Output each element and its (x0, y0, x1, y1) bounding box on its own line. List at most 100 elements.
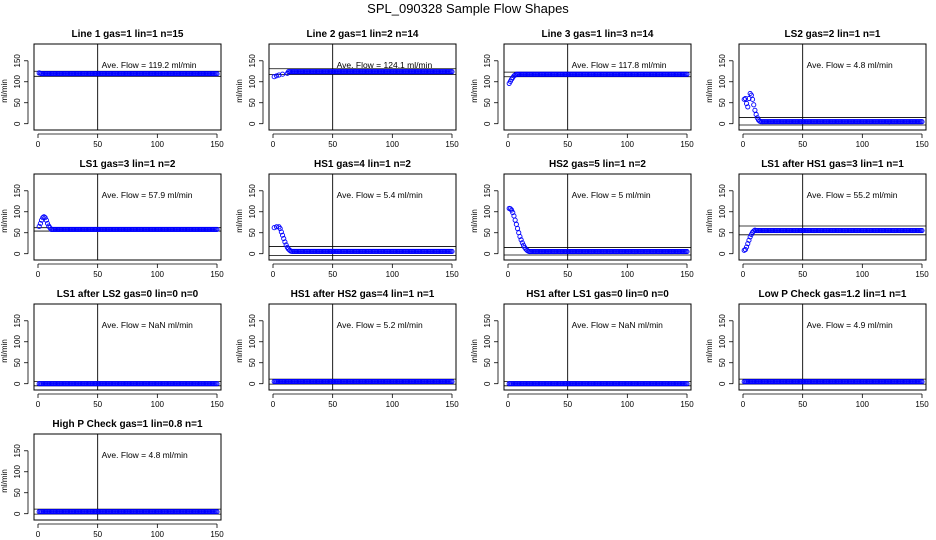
x-tick-label: 150 (210, 270, 224, 279)
y-tick-label: 150 (718, 54, 727, 68)
y-tick-label: 150 (718, 184, 727, 198)
x-tick-label: 150 (210, 530, 224, 539)
y-axis-label: ml/min (235, 79, 244, 103)
x-tick-label: 150 (915, 270, 929, 279)
y-tick-label: 0 (483, 121, 492, 126)
y-axis-label: ml/min (0, 469, 9, 493)
y-tick-label: 50 (13, 228, 22, 237)
y-tick-label: 150 (248, 314, 257, 328)
plot-frame (503, 173, 692, 261)
data-point (919, 379, 925, 385)
y-tick-label: 50 (248, 98, 257, 107)
average-flow-annotation: Ave. Flow = 5.2 ml/min (337, 320, 423, 330)
panel-2: Line 2 gas=1 lin=2 n=14 0 50 100 150 ml/min 0 5… (235, 29, 459, 149)
y-tick-label: 100 (718, 75, 727, 89)
x-tick-label: 0 (741, 270, 746, 279)
plot-frame (33, 43, 222, 131)
data-point (513, 221, 519, 227)
x-tick-label: 50 (798, 140, 807, 149)
data-point (279, 232, 286, 238)
y-tick-label: 150 (13, 184, 22, 198)
y-tick-label: 50 (13, 98, 22, 107)
y-tick-label: 100 (248, 75, 257, 89)
data-point (512, 217, 518, 223)
plot-frame (738, 303, 927, 391)
data-point (214, 509, 220, 515)
data-point (745, 104, 751, 110)
x-tick-label: 50 (563, 140, 572, 149)
data-point (214, 71, 220, 77)
average-flow-annotation: Ave. Flow = 124.1 ml/min (337, 60, 433, 70)
data-point (919, 227, 925, 234)
data-point (277, 225, 283, 232)
y-tick-label: 100 (483, 205, 492, 219)
panel-5: LS1 gas=3 lin=1 n=2 0 50 100 150 ml/min 0 50 100… (0, 159, 224, 279)
panel-12: Low P Check gas=1.2 lin=1 n=1 0 50 100 150 ml… (705, 289, 929, 409)
data-point (510, 210, 516, 216)
data-point (279, 71, 286, 77)
x-tick-label: 0 (741, 140, 746, 149)
average-flow-annotation: Ave. Flow = 57.9 ml/min (102, 190, 193, 200)
y-tick-label: 50 (248, 228, 257, 237)
data-point (919, 119, 925, 125)
data-point (45, 220, 51, 227)
y-tick-label: 50 (248, 358, 257, 367)
x-tick-label: 0 (506, 400, 511, 409)
data-point (283, 242, 289, 248)
data-point (742, 95, 748, 102)
data-point (271, 74, 277, 80)
x-tick-label: 50 (563, 400, 572, 409)
x-tick-label: 50 (798, 270, 807, 279)
y-tick-label: 0 (13, 251, 22, 256)
x-tick-label: 0 (271, 140, 276, 149)
panel-title: LS1 after LS2 gas=0 lin=0 n=0 (57, 289, 199, 300)
x-tick-label: 150 (445, 400, 459, 409)
y-axis-label: ml/min (470, 79, 479, 103)
data-point (515, 225, 521, 232)
x-tick-label: 50 (93, 400, 102, 409)
panel-13: High P Check gas=1 lin=0.8 n=1 0 50 100 150 m… (0, 419, 224, 539)
panel-title: High P Check gas=1 lin=0.8 n=1 (52, 419, 203, 430)
panel-10: HS1 after HS2 gas=4 lin=1 n=1 0 50 100 150 ml… (235, 289, 459, 409)
x-tick-label: 100 (856, 140, 870, 149)
x-tick-label: 100 (621, 140, 635, 149)
data-point (741, 247, 747, 253)
y-axis-label: ml/min (235, 209, 244, 233)
x-tick-label: 100 (386, 400, 400, 409)
y-tick-label: 150 (718, 314, 727, 328)
x-tick-label: 0 (741, 400, 746, 409)
y-axis-label: ml/min (0, 79, 9, 103)
y-tick-label: 100 (483, 75, 492, 89)
panel-9: LS1 after LS2 gas=0 lin=0 n=0 0 50 100 150 ml… (0, 289, 224, 409)
average-flow-annotation: Ave. Flow = 4.9 ml/min (807, 320, 893, 330)
y-tick-label: 0 (13, 511, 22, 516)
data-point (282, 239, 288, 245)
data-point (214, 226, 220, 232)
data-point (519, 240, 525, 246)
y-tick-label: 100 (13, 205, 22, 219)
data-point (276, 72, 282, 78)
panel-4: LS2 gas=2 lin=1 n=1 0 50 100 150 ml/min 0 50 100… (705, 29, 929, 149)
x-tick-label: 0 (36, 270, 41, 279)
data-point (449, 248, 455, 254)
x-tick-label: 150 (210, 400, 224, 409)
y-tick-label: 0 (718, 381, 727, 386)
x-tick-label: 150 (680, 270, 694, 279)
plot-frame (738, 173, 927, 261)
y-tick-label: 150 (13, 54, 22, 68)
data-point (752, 107, 758, 113)
y-tick-label: 0 (483, 381, 492, 386)
data-point (751, 228, 757, 234)
data-point (214, 381, 220, 387)
data-point (507, 206, 513, 212)
y-axis-label: ml/min (470, 209, 479, 233)
panel-title: Low P Check gas=1.2 lin=1 n=1 (759, 289, 907, 300)
panel-3: Line 3 gas=1 lin=3 n=14 0 50 100 150 ml/min 0 5… (470, 29, 694, 149)
data-point (281, 236, 287, 242)
data-point (274, 73, 280, 79)
average-flow-annotation: Ave. Flow = 4.8 ml/min (102, 450, 188, 460)
panel-1: Line 1 gas=1 lin=1 n=15 0 50 100 150 ml/min 0 5… (0, 29, 224, 149)
y-tick-label: 0 (248, 381, 257, 386)
y-tick-label: 0 (483, 251, 492, 256)
